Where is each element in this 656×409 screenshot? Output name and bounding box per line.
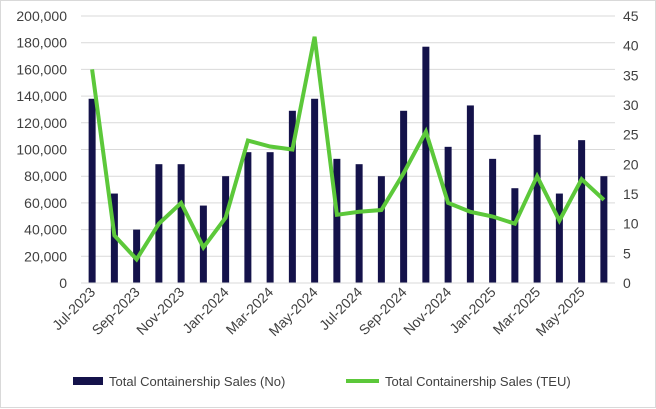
y-left-tick-label: 40,000: [24, 222, 67, 238]
y-right-tick-label: 30: [623, 97, 639, 113]
bar: [444, 146, 452, 283]
bar: [555, 193, 563, 283]
legend-label-no: Total Containership Sales (No): [109, 374, 285, 389]
x-tick-label: Sep-2024: [355, 284, 409, 338]
line-series-teu: [90, 36, 606, 263]
bar: [489, 158, 497, 283]
bar: [266, 152, 274, 283]
y-left-tick-label: 180,000: [16, 35, 67, 51]
y-left-tick-label: 80,000: [24, 168, 67, 184]
right-y-axis: 0 5 10 15 20 25 30 35 40 45: [623, 8, 639, 291]
bar: [400, 110, 408, 283]
legend: Total Containership Sales (No) Total Con…: [73, 374, 571, 389]
left-y-axis: 0 20,000 40,000 60,000 80,000 100,000 120,000 1…: [16, 8, 67, 291]
y-right-tick-label: 45: [623, 8, 639, 24]
bar: [333, 158, 341, 283]
y-left-tick-label: 140,000: [16, 88, 67, 104]
bar: [533, 134, 541, 283]
bar-series-no: [88, 46, 608, 284]
y-left-tick-label: 60,000: [24, 195, 67, 211]
bar: [222, 176, 230, 283]
bar: [311, 98, 319, 284]
y-left-tick-label: 160,000: [16, 61, 67, 77]
bar: [466, 105, 474, 283]
legend-swatch-no: [73, 377, 103, 385]
legend-label-teu: Total Containership Sales (TEU): [385, 374, 571, 389]
y-left-tick-label: 20,000: [24, 248, 67, 264]
bar: [600, 176, 608, 283]
y-right-tick-label: 40: [623, 38, 639, 54]
x-axis: Jul-2023Sep-2023Nov-2023Jan-2024Mar-2024…: [49, 282, 615, 339]
bar: [511, 188, 519, 283]
bar: [288, 110, 296, 283]
y-left-tick-label: 100,000: [16, 142, 67, 158]
y-right-tick-label: 25: [623, 127, 639, 143]
bar: [578, 140, 586, 283]
y-right-tick-label: 0: [623, 275, 631, 291]
gridlines: [81, 15, 615, 284]
bar: [88, 98, 96, 284]
y-left-tick-label: 120,000: [16, 115, 67, 131]
bar: [422, 46, 430, 283]
x-tick-label: May-2025: [532, 284, 587, 339]
bar: [355, 164, 363, 283]
bar: [244, 152, 252, 283]
x-tick-label: Sep-2023: [88, 284, 142, 338]
y-right-tick-label: 35: [623, 67, 639, 83]
teu-line: [90, 36, 606, 263]
bar: [377, 176, 385, 283]
bar: [177, 164, 185, 283]
y-right-tick-label: 10: [623, 216, 639, 232]
y-left-tick-label: 0: [59, 275, 67, 291]
y-right-tick-label: 5: [623, 245, 631, 261]
x-tick-label: Nov-2024: [400, 284, 454, 338]
x-tick-label: May-2024: [265, 284, 320, 339]
x-tick-label: Nov-2023: [133, 284, 187, 338]
y-right-tick-label: 15: [623, 186, 639, 202]
y-left-tick-label: 200,000: [16, 8, 67, 24]
y-right-tick-label: 20: [623, 156, 639, 172]
